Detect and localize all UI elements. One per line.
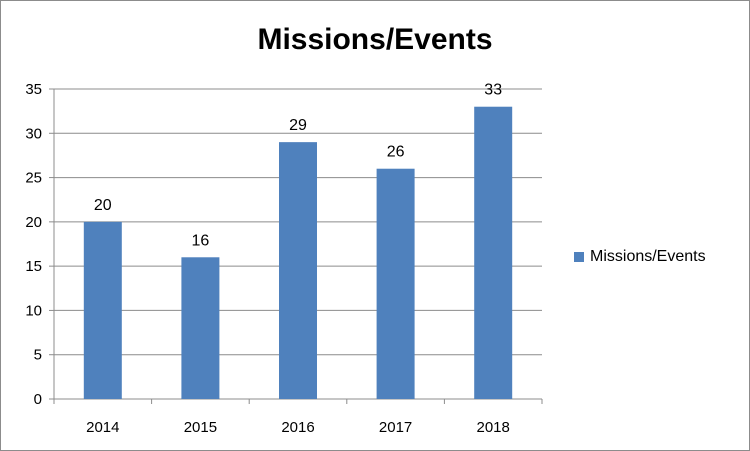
y-tick-label: 35 <box>25 81 42 98</box>
x-tick-label: 2014 <box>86 419 119 436</box>
bar <box>279 142 317 399</box>
x-tick-label: 2017 <box>379 419 412 436</box>
bar <box>474 106 513 399</box>
y-tick-label: 0 <box>34 391 42 408</box>
legend-label: Missions/Events <box>590 248 706 265</box>
data-label: 26 <box>387 144 405 161</box>
chart-title: Missions/Events <box>257 23 493 56</box>
y-tick-label: 5 <box>34 347 42 364</box>
data-label: 16 <box>192 232 210 249</box>
y-tick-label: 25 <box>25 170 42 187</box>
data-label: 20 <box>94 197 112 214</box>
y-tick-label: 30 <box>25 125 42 142</box>
data-label: 29 <box>289 117 307 134</box>
data-label: 33 <box>484 82 502 99</box>
bar <box>181 257 220 399</box>
bar <box>376 168 415 399</box>
y-tick-label: 20 <box>25 214 42 231</box>
x-tick-label: 2018 <box>477 419 510 436</box>
y-tick-label: 15 <box>25 258 42 275</box>
x-tick-label: 2016 <box>281 419 314 436</box>
bar <box>83 221 122 399</box>
y-tick-label: 10 <box>25 302 42 319</box>
legend: Missions/Events <box>574 248 706 266</box>
x-tick-label: 2015 <box>184 419 217 436</box>
legend-swatch <box>574 252 584 262</box>
